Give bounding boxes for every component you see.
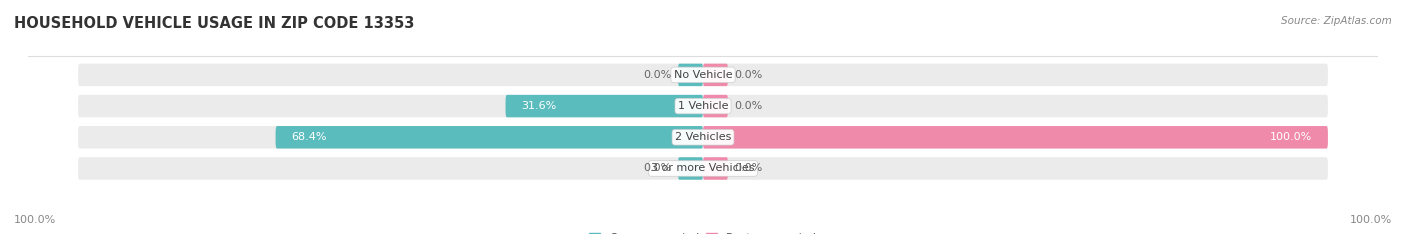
FancyBboxPatch shape [678, 64, 703, 86]
Text: HOUSEHOLD VEHICLE USAGE IN ZIP CODE 13353: HOUSEHOLD VEHICLE USAGE IN ZIP CODE 1335… [14, 16, 415, 31]
FancyBboxPatch shape [79, 64, 1327, 86]
FancyBboxPatch shape [79, 95, 1327, 117]
FancyBboxPatch shape [79, 157, 1327, 180]
Text: 100.0%: 100.0% [1270, 132, 1312, 142]
Text: 100.0%: 100.0% [14, 215, 56, 225]
FancyBboxPatch shape [276, 126, 703, 149]
Text: 2 Vehicles: 2 Vehicles [675, 132, 731, 142]
Text: 0.0%: 0.0% [644, 70, 672, 80]
Text: 0.0%: 0.0% [734, 70, 762, 80]
Text: Source: ZipAtlas.com: Source: ZipAtlas.com [1281, 16, 1392, 26]
Text: 100.0%: 100.0% [1350, 215, 1392, 225]
Text: 0.0%: 0.0% [734, 101, 762, 111]
FancyBboxPatch shape [703, 157, 728, 180]
Legend: Owner-occupied, Renter-occupied: Owner-occupied, Renter-occupied [589, 233, 817, 234]
FancyBboxPatch shape [79, 126, 1327, 149]
Text: 0.0%: 0.0% [644, 164, 672, 173]
Text: 1 Vehicle: 1 Vehicle [678, 101, 728, 111]
FancyBboxPatch shape [506, 95, 703, 117]
Text: 3 or more Vehicles: 3 or more Vehicles [651, 164, 755, 173]
Text: No Vehicle: No Vehicle [673, 70, 733, 80]
FancyBboxPatch shape [703, 64, 728, 86]
Text: 31.6%: 31.6% [522, 101, 557, 111]
FancyBboxPatch shape [703, 126, 1327, 149]
FancyBboxPatch shape [703, 95, 728, 117]
FancyBboxPatch shape [678, 157, 703, 180]
Text: 0.0%: 0.0% [734, 164, 762, 173]
Text: 68.4%: 68.4% [291, 132, 326, 142]
